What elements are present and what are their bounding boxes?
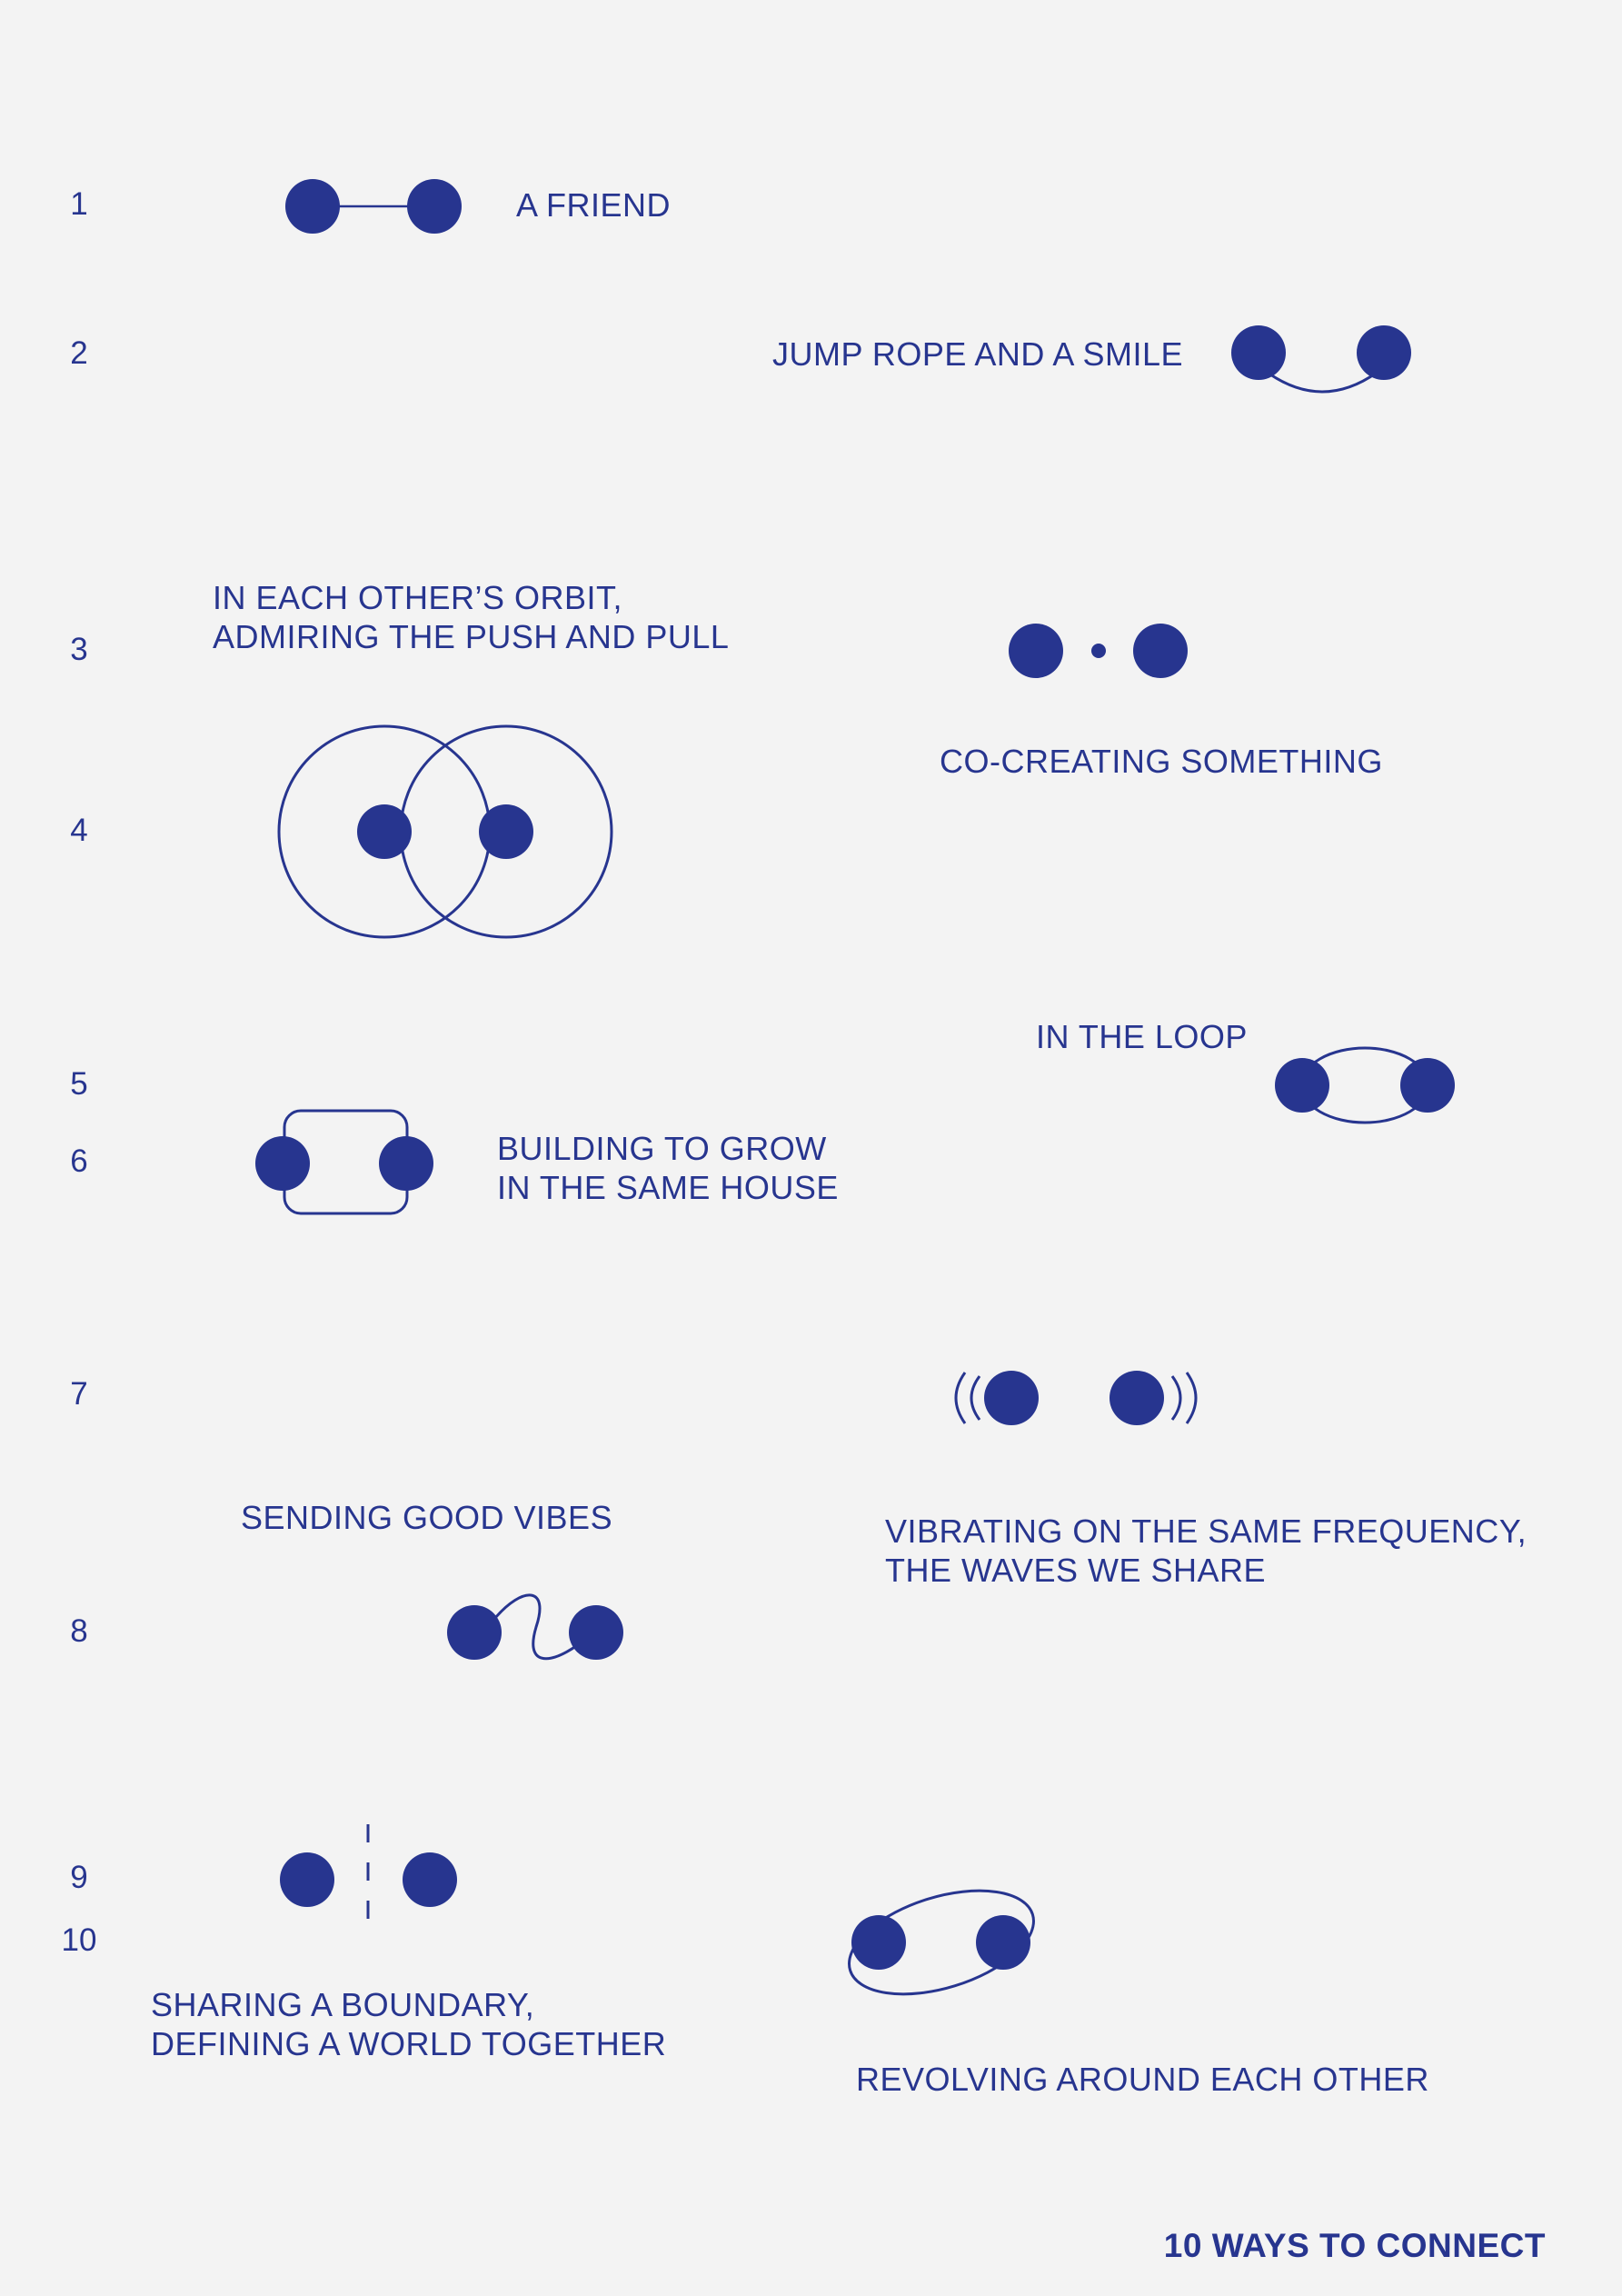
row-number-6: 6: [70, 1143, 88, 1179]
diagram-jump-rope: [1231, 325, 1411, 394]
label-orbit-line1: IN EACH OTHER’S ORBIT,: [213, 579, 623, 616]
row-number-5: 5: [70, 1066, 88, 1102]
label-good-vibes: SENDING GOOD VIBES: [241, 1499, 613, 1536]
label-boundary-line1: SHARING A BOUNDARY,: [151, 1986, 535, 2023]
label-revolving: REVOLVING AROUND EACH OTHER: [856, 2061, 1429, 2098]
row-number-7: 7: [70, 1376, 88, 1412]
row-number-2: 2: [70, 335, 88, 371]
label-house-line2: IN THE SAME HOUSE: [497, 1169, 839, 1206]
label-jump-rope: JUMP ROPE AND A SMILE: [772, 335, 1183, 373]
label-frequency-line2: THE WAVES WE SHARE: [885, 1552, 1267, 1589]
label-friend: A FRIEND: [516, 186, 672, 224]
label-loop: IN THE LOOP: [1036, 1018, 1248, 1055]
diagram-boundary: [280, 1824, 457, 1938]
row-number-9: 9: [70, 1860, 88, 1895]
diagram-loop: [1275, 1046, 1455, 1124]
row-number-3: 3: [70, 632, 88, 667]
diagram-orbit: [1009, 624, 1188, 678]
row-number-8: 8: [70, 1613, 88, 1649]
label-orbit-line2: ADMIRING THE PUSH AND PULL: [213, 618, 730, 655]
row-number-1: 1: [70, 186, 88, 222]
label-boundary-line2: DEFINING A WORLD TOGETHER: [151, 2025, 667, 2062]
label-house-line1: BUILDING TO GROW: [497, 1130, 827, 1167]
diagram-waves: [954, 1371, 1198, 1425]
label-co-creating: CO-CREATING SOMETHING: [940, 743, 1383, 780]
row-number-4: 4: [70, 813, 88, 848]
label-frequency-line1: VIBRATING ON THE SAME FREQUENCY,: [885, 1512, 1527, 1550]
diagram-squiggle: [447, 1593, 623, 1661]
poster-title: 10 WAYS TO CONNECT: [1163, 2227, 1546, 2264]
diagram-house: [255, 1109, 433, 1215]
diagram-co-creating: [277, 724, 613, 939]
diagram-revolving: [848, 1889, 1035, 1996]
row-number-10: 10: [61, 1922, 97, 1958]
diagram-friend: [285, 179, 462, 234]
